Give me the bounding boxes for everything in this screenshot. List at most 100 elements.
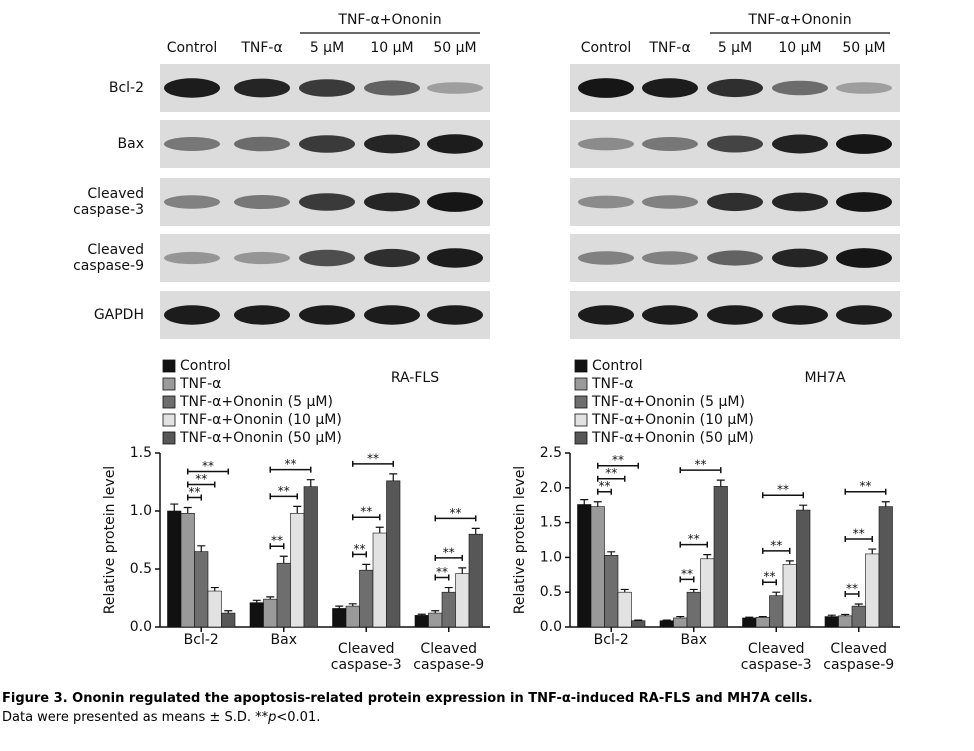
blot-band	[234, 305, 290, 325]
error-bar	[772, 591, 781, 596]
blot-band	[427, 248, 483, 268]
blot-band	[642, 195, 698, 209]
error-bar	[854, 603, 863, 607]
error-bar	[348, 603, 357, 607]
blot-band	[707, 135, 763, 153]
significance-label: **	[360, 505, 372, 519]
legend-swatch	[574, 413, 588, 427]
blot-band	[642, 305, 698, 325]
significance-label: **	[271, 534, 283, 548]
bar	[713, 486, 728, 628]
significance-bracket	[434, 515, 477, 522]
text-line: Bax	[118, 136, 144, 152]
significance-label: **	[695, 458, 707, 472]
legend-label: TNF-α+Ononin (10 μM)	[591, 412, 754, 428]
blot-column-label: 5 μM	[310, 40, 344, 56]
text-line: Cleaved	[338, 641, 395, 657]
bar	[372, 532, 387, 628]
x-tick-label: Cleaved caspase-9	[413, 641, 484, 673]
significance-bracket	[844, 591, 860, 598]
significance-bracket	[269, 493, 298, 500]
text-line: caspase-3	[73, 202, 144, 218]
significance-label: **	[278, 484, 290, 498]
blot-band	[427, 134, 483, 154]
bar	[332, 608, 347, 628]
bar	[359, 569, 374, 628]
bar	[590, 506, 605, 628]
error-bar	[197, 545, 206, 552]
bar	[577, 504, 592, 628]
blot-column-label: TNF-α	[240, 40, 282, 56]
bar	[276, 562, 291, 628]
text-line: caspase-9	[823, 657, 894, 673]
blot-band	[234, 78, 290, 98]
error-bar	[375, 526, 384, 534]
legend-label: TNF-α+Ononin (5 μM)	[591, 394, 745, 410]
error-bar	[431, 610, 440, 614]
y-tick-label: 0.5	[540, 584, 562, 600]
blot-band	[364, 80, 420, 96]
caption-text: Data were presented as means ± S.D. **	[2, 710, 269, 725]
legend-swatch	[162, 359, 176, 373]
error-bar	[389, 473, 398, 481]
bar	[604, 555, 619, 628]
error-bar	[279, 555, 288, 564]
error-bar	[417, 613, 426, 616]
bar	[221, 612, 236, 628]
y-tick-label: 0.0	[130, 619, 152, 635]
error-bar	[170, 503, 179, 511]
caption-note: Data were presented as means ± S.D. **p<…	[2, 710, 972, 725]
y-axis-label: Relative protein level	[102, 466, 118, 614]
blot-band	[427, 305, 483, 325]
bar	[631, 620, 646, 628]
significance-bracket	[679, 541, 708, 548]
text-line: GAPDH	[94, 307, 144, 323]
bar	[673, 617, 688, 628]
error-bar	[716, 479, 725, 487]
legend-swatch	[574, 395, 588, 409]
blot-band	[836, 305, 892, 325]
blot-group-label: TNF-α+Ononin	[337, 12, 441, 28]
significance-label: **	[195, 472, 207, 486]
error-bar	[252, 599, 261, 603]
legend-swatch	[162, 377, 176, 391]
bar	[345, 605, 360, 628]
error-bar	[868, 548, 877, 554]
error-bar	[224, 610, 233, 614]
significance-label: **	[688, 532, 700, 546]
significance-label: **	[853, 527, 865, 541]
significance-bracket	[352, 460, 394, 467]
bar	[824, 616, 839, 628]
blot-band	[299, 79, 355, 97]
significance-bracket	[352, 514, 381, 521]
blot-band	[772, 80, 828, 96]
error-bar	[266, 596, 275, 600]
text-line: Cleaved	[748, 641, 805, 657]
bar	[167, 510, 182, 628]
blot-band	[642, 78, 698, 98]
blot-band	[164, 195, 220, 209]
blot-band	[364, 192, 420, 212]
blot-row-label: Cleaved caspase-9	[73, 242, 144, 274]
x-tick-label: Bcl-2	[594, 632, 629, 648]
blot-band	[364, 305, 420, 325]
text-line: caspase-3	[741, 657, 812, 673]
significance-bracket	[844, 536, 873, 543]
blot-band	[234, 251, 290, 265]
blot-band	[164, 137, 220, 151]
legend-label: TNF-α+Ononin (10 μM)	[179, 412, 342, 428]
error-bar	[841, 613, 850, 616]
y-tick-label: 1.5	[130, 445, 152, 461]
legend-label: Control	[180, 358, 231, 374]
significance-label: **	[612, 453, 624, 467]
text-line: caspase-9	[413, 657, 484, 673]
blot-band	[427, 192, 483, 212]
blot-band	[578, 195, 634, 209]
blot-band	[299, 135, 355, 153]
blot-band	[772, 192, 828, 212]
blot-row-label: Cleaved caspase-3	[73, 186, 144, 218]
bar	[742, 617, 757, 628]
bar	[769, 595, 784, 628]
bar	[180, 513, 195, 628]
significance-bracket	[762, 547, 791, 554]
